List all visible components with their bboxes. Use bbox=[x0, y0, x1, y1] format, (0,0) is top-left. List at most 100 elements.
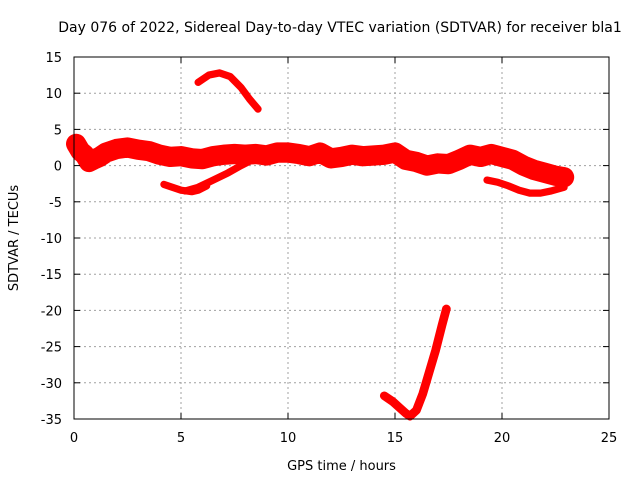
data-point bbox=[489, 151, 494, 157]
data-point bbox=[420, 391, 426, 396]
data-point bbox=[403, 157, 408, 163]
data-point bbox=[457, 157, 462, 163]
data-point bbox=[328, 156, 333, 161]
data-point bbox=[390, 399, 396, 404]
data-point bbox=[446, 161, 451, 167]
data-point bbox=[204, 183, 209, 189]
data-point bbox=[521, 163, 526, 168]
x-tick-label: 0 bbox=[70, 431, 78, 446]
y-tick-label: 5 bbox=[54, 123, 62, 138]
y-axis-label: SDTVAR / TECUs bbox=[7, 185, 22, 292]
data-point bbox=[217, 70, 222, 76]
data-point bbox=[350, 152, 355, 157]
x-axis-label: GPS time / hours bbox=[287, 459, 396, 474]
data-point bbox=[467, 152, 473, 157]
y-tick-label: -25 bbox=[41, 341, 62, 356]
data-point bbox=[275, 150, 280, 155]
y-tick-label: 0 bbox=[54, 160, 62, 175]
data-point bbox=[542, 170, 547, 176]
data-point bbox=[360, 153, 366, 159]
x-tick-label: 10 bbox=[280, 431, 297, 446]
data-point bbox=[189, 156, 194, 161]
data-point bbox=[317, 150, 323, 155]
data-point bbox=[200, 156, 205, 162]
y-tick-label: -15 bbox=[41, 268, 62, 283]
x-tick-label: 5 bbox=[177, 431, 185, 446]
data-point bbox=[506, 183, 511, 189]
data-point bbox=[161, 182, 167, 187]
data-point bbox=[114, 146, 120, 152]
data-point bbox=[97, 154, 102, 160]
data-point bbox=[168, 154, 173, 160]
y-tick-label: -10 bbox=[41, 232, 62, 247]
y-tick-label: -5 bbox=[49, 196, 62, 211]
grid-lines bbox=[74, 57, 609, 419]
data-point bbox=[238, 163, 244, 168]
data-point bbox=[549, 188, 554, 194]
data-point bbox=[484, 177, 490, 183]
data-point bbox=[195, 80, 201, 85]
data-point bbox=[307, 153, 312, 159]
data-point bbox=[232, 151, 237, 157]
data-point bbox=[407, 413, 413, 419]
data-point bbox=[195, 188, 201, 193]
data-point bbox=[178, 153, 184, 159]
data-point bbox=[225, 170, 231, 176]
data-point bbox=[86, 159, 92, 165]
data-point bbox=[439, 322, 445, 328]
y-tick-label: 15 bbox=[45, 51, 62, 66]
data-point bbox=[296, 151, 301, 157]
data-point bbox=[243, 152, 248, 157]
data-point bbox=[285, 150, 291, 155]
data-point bbox=[382, 152, 387, 157]
data-point bbox=[538, 190, 543, 196]
data-point bbox=[561, 174, 567, 180]
data-point bbox=[561, 185, 567, 190]
y-tick-label: 10 bbox=[45, 87, 62, 102]
data-point bbox=[403, 411, 408, 416]
data-point bbox=[414, 408, 419, 413]
data-point bbox=[516, 188, 522, 193]
data-point bbox=[178, 188, 184, 193]
data-point bbox=[433, 348, 438, 353]
data-point bbox=[510, 157, 515, 163]
x-tick-label: 15 bbox=[387, 431, 404, 446]
data-point bbox=[478, 154, 483, 160]
data-point bbox=[125, 145, 130, 150]
data-point bbox=[91, 157, 96, 163]
data-point bbox=[499, 154, 505, 160]
data-point bbox=[157, 152, 162, 157]
data-point bbox=[339, 154, 344, 160]
data-point bbox=[264, 153, 269, 158]
data-point bbox=[221, 152, 226, 157]
data-series bbox=[66, 69, 575, 421]
data-point bbox=[82, 152, 87, 157]
data-point bbox=[495, 180, 500, 185]
series-segment-main-band bbox=[66, 133, 575, 188]
data-point bbox=[78, 148, 83, 154]
data-point bbox=[73, 141, 79, 147]
y-tick-label: -30 bbox=[41, 377, 62, 392]
y-tick-label: -35 bbox=[41, 413, 62, 428]
data-point bbox=[210, 153, 216, 159]
data-point bbox=[247, 159, 252, 164]
data-point bbox=[397, 405, 402, 410]
data-point bbox=[553, 173, 558, 178]
data-point bbox=[427, 369, 432, 375]
data-point bbox=[392, 150, 398, 155]
data-point bbox=[136, 147, 141, 152]
data-point bbox=[206, 72, 212, 78]
data-point bbox=[531, 167, 537, 173]
data-point bbox=[255, 106, 261, 112]
data-point bbox=[435, 161, 440, 166]
data-point bbox=[527, 190, 533, 196]
data-point bbox=[189, 189, 194, 194]
x-tick-label: 20 bbox=[494, 431, 511, 446]
y-tick-label: -20 bbox=[41, 304, 62, 319]
data-point bbox=[146, 148, 152, 154]
data-point bbox=[247, 96, 252, 102]
x-tick-label: 25 bbox=[601, 431, 618, 446]
data-point bbox=[228, 74, 233, 79]
axis-ticks: 0 5 10 15 20 25 15 10 5 0 -5 -10 -15 -20 -25 -30 -35 bbox=[41, 51, 618, 446]
